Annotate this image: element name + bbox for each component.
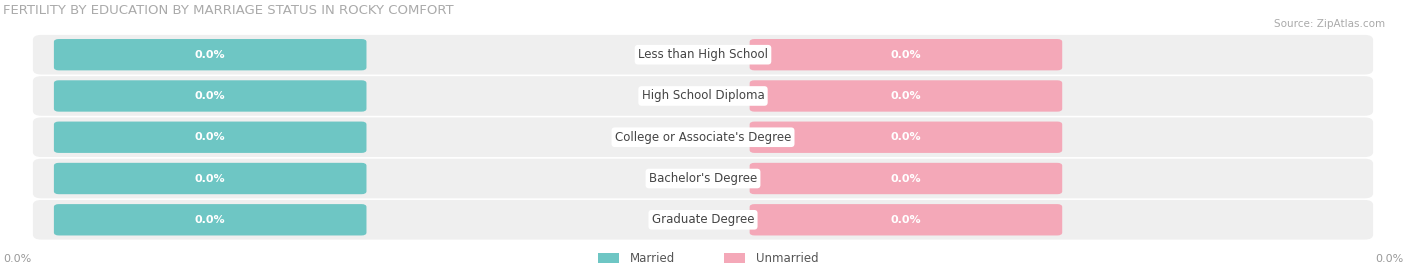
FancyBboxPatch shape xyxy=(598,253,619,265)
Text: 0.0%: 0.0% xyxy=(1375,254,1403,264)
Text: 0.0%: 0.0% xyxy=(195,91,225,101)
Text: Source: ZipAtlas.com: Source: ZipAtlas.com xyxy=(1274,19,1385,29)
FancyBboxPatch shape xyxy=(32,200,1374,240)
Text: College or Associate's Degree: College or Associate's Degree xyxy=(614,131,792,144)
FancyBboxPatch shape xyxy=(749,122,1062,153)
Text: 0.0%: 0.0% xyxy=(890,174,921,183)
FancyBboxPatch shape xyxy=(53,80,367,112)
Text: 0.0%: 0.0% xyxy=(890,132,921,142)
FancyBboxPatch shape xyxy=(32,118,1374,157)
FancyBboxPatch shape xyxy=(749,39,1062,70)
FancyBboxPatch shape xyxy=(32,159,1374,198)
Text: 0.0%: 0.0% xyxy=(195,50,225,60)
Text: Married: Married xyxy=(630,253,675,266)
Text: 0.0%: 0.0% xyxy=(890,91,921,101)
Text: Less than High School: Less than High School xyxy=(638,48,768,61)
FancyBboxPatch shape xyxy=(749,80,1062,112)
Text: Bachelor's Degree: Bachelor's Degree xyxy=(650,172,756,185)
FancyBboxPatch shape xyxy=(53,122,367,153)
Text: High School Diploma: High School Diploma xyxy=(641,90,765,102)
Text: Graduate Degree: Graduate Degree xyxy=(652,213,754,226)
Text: 0.0%: 0.0% xyxy=(195,174,225,183)
Text: 0.0%: 0.0% xyxy=(890,50,921,60)
Text: 0.0%: 0.0% xyxy=(890,215,921,225)
FancyBboxPatch shape xyxy=(724,253,745,265)
Text: 0.0%: 0.0% xyxy=(195,132,225,142)
FancyBboxPatch shape xyxy=(53,163,367,194)
Text: 0.0%: 0.0% xyxy=(3,254,31,264)
FancyBboxPatch shape xyxy=(749,163,1062,194)
Text: 0.0%: 0.0% xyxy=(195,215,225,225)
FancyBboxPatch shape xyxy=(749,204,1062,235)
FancyBboxPatch shape xyxy=(32,76,1374,116)
Text: Unmarried: Unmarried xyxy=(755,253,818,266)
FancyBboxPatch shape xyxy=(32,35,1374,75)
FancyBboxPatch shape xyxy=(53,39,367,70)
FancyBboxPatch shape xyxy=(53,204,367,235)
Text: FERTILITY BY EDUCATION BY MARRIAGE STATUS IN ROCKY COMFORT: FERTILITY BY EDUCATION BY MARRIAGE STATU… xyxy=(3,4,453,17)
